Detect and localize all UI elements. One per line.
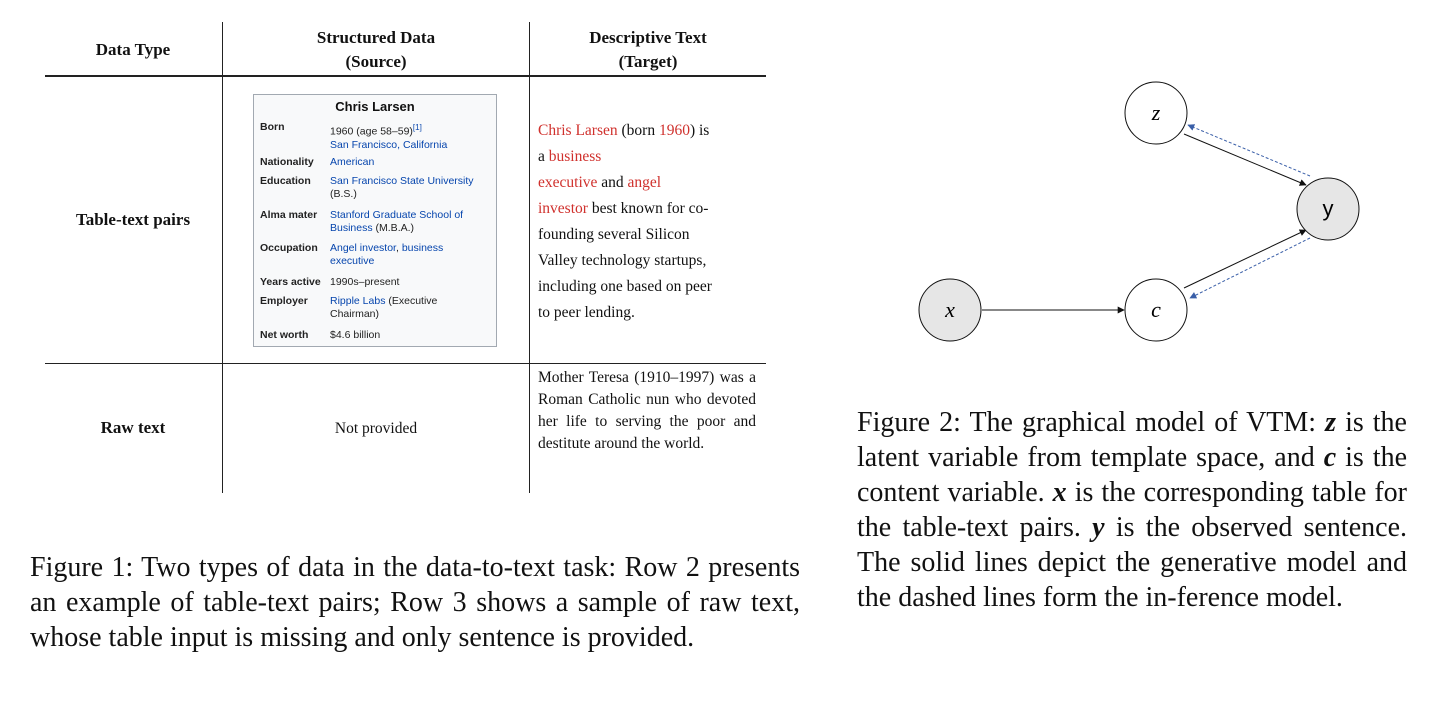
header-descriptive-line2: (Target): [618, 52, 678, 71]
wikipedia-infobox: Chris Larsen Born 1960 (age 58–59)[1] Sa…: [253, 94, 497, 347]
node-y: y: [1296, 177, 1360, 241]
header-descriptive-text: Descriptive Text (Target): [530, 26, 766, 74]
raw-text-sample: Mother Teresa (1910–1997) was a Roman Ca…: [538, 369, 756, 452]
desc-line: founding several Silicon: [538, 226, 690, 243]
header-descriptive-line1: Descriptive Text: [589, 28, 707, 47]
alma-degree: (M.B.A.): [372, 222, 415, 234]
born-value: 1960 (age 58–59): [330, 125, 413, 138]
employer-role-cont: Chairman): [330, 308, 380, 320]
desc-entity: investor: [538, 200, 588, 217]
desc-entity: Chris Larsen: [538, 122, 618, 139]
desc-text: ) is: [689, 122, 710, 139]
infobox-key: Years active: [260, 276, 321, 288]
desc-line: to peer lending.: [538, 304, 635, 321]
desc-text: and: [597, 174, 628, 191]
infobox-value: 1960 (age 58–59)[1] San Francisco, Calif…: [330, 121, 490, 152]
infobox-key: Born: [260, 121, 285, 133]
angel-investor-link[interactable]: Angel investor: [330, 242, 396, 254]
caption-var-c: c: [1323, 442, 1337, 473]
node-z: z: [1124, 81, 1188, 145]
node-x-label: x: [944, 297, 955, 322]
source-not-provided: Not provided: [334, 420, 418, 437]
caption-text: is the latent variable from template spa…: [857, 407, 1407, 473]
infobox-key: Alma mater: [260, 209, 318, 221]
caption-text: is the corresponding table for the table…: [857, 477, 1407, 543]
education-degree: (B.S.): [330, 188, 357, 200]
infobox-value: Angel investor, business executive: [330, 242, 490, 268]
node-z-label: z: [1151, 100, 1161, 125]
header-rule: [45, 75, 766, 77]
caption-text: is the content variable.: [857, 442, 1407, 508]
caption-text: Figure 2: The graphical model of VTM:: [857, 407, 1326, 438]
infobox-value: $4.6 billion: [330, 329, 381, 341]
caption-var-z: z: [1325, 407, 1337, 438]
infobox-value: Ripple Labs (Executive Chairman): [330, 295, 490, 321]
desc-text: best known for co-: [587, 200, 709, 217]
executive-link[interactable]: executive: [330, 255, 375, 267]
header-structured-line2: (Source): [345, 52, 407, 71]
birthplace-link[interactable]: San Francisco, California: [330, 138, 448, 151]
infobox-value: Stanford Graduate School of Business (M.…: [330, 209, 490, 235]
infobox-key: Occupation: [260, 242, 318, 254]
desc-entity: business: [548, 148, 602, 165]
employer-link[interactable]: Ripple Labs: [330, 295, 386, 307]
infobox-key: Education: [260, 175, 311, 187]
desc-text: a: [538, 148, 549, 165]
graphical-model-diagram: z y x c: [918, 81, 1360, 342]
alma-mater-link-cont[interactable]: Business: [330, 222, 373, 234]
edge-y-to-z-dashed: [1187, 124, 1311, 177]
header-data-type: Data Type: [95, 40, 171, 59]
business-link[interactable]: business: [401, 242, 444, 254]
edge-c-to-y: [1183, 229, 1307, 289]
caption-text: is the observed sentence. The solid line…: [857, 512, 1407, 613]
desc-line: including one based on peer: [538, 278, 712, 295]
column-divider-1: [222, 22, 223, 493]
node-c: c: [1124, 278, 1188, 342]
column-divider-2: [529, 22, 530, 493]
row-label-raw-text: Raw text: [100, 418, 166, 437]
nationality-link[interactable]: American: [330, 156, 375, 168]
desc-text: (born: [617, 122, 659, 139]
infobox-key: Employer: [260, 295, 308, 307]
row-divider: [45, 363, 766, 364]
edge-y-to-c-dashed: [1189, 237, 1311, 299]
desc-line: Valley technology startups,: [538, 252, 707, 269]
caption-var-x: x: [1052, 477, 1067, 508]
desc-line: a business: [538, 144, 763, 170]
infobox-value: 1990s–present: [330, 276, 400, 288]
desc-entity: angel: [627, 174, 662, 191]
desc-line: executive and angel: [538, 170, 763, 196]
figure1-table: Data Type Structured Data (Source) Descr…: [0, 0, 800, 500]
desc-entity: 1960: [658, 122, 690, 139]
header-structured-line1: Structured Data: [316, 28, 436, 47]
reference-link[interactable]: [1]: [412, 123, 422, 132]
comma: ,: [395, 242, 402, 254]
desc-line: Chris Larsen (born 1960) is: [538, 118, 763, 144]
employer-role: (Executive: [385, 295, 438, 307]
desc-line: investor best known for co-: [538, 196, 763, 222]
figure2-caption: Figure 2: The graphical model of VTM: z …: [857, 405, 1407, 615]
descriptive-text-table-pairs: Chris Larsen (born 1960) is a business e…: [538, 118, 763, 326]
node-c-label: c: [1151, 297, 1161, 322]
infobox-value: San Francisco State University (B.S.): [330, 175, 490, 201]
desc-entity: executive: [538, 174, 598, 191]
figure1-caption: Figure 1: Two types of data in the data-…: [30, 552, 800, 653]
infobox-title: Chris Larsen: [335, 99, 415, 114]
infobox-key: Nationality: [260, 156, 314, 168]
education-link[interactable]: San Francisco State University: [330, 175, 474, 187]
header-structured-data: Structured Data (Source): [223, 26, 529, 74]
infobox-key: Net worth: [260, 329, 309, 341]
node-y-label: y: [1323, 196, 1334, 221]
alma-mater-link[interactable]: Stanford Graduate School of: [330, 209, 464, 221]
caption-var-y: y: [1092, 512, 1105, 543]
edge-z-to-y: [1183, 133, 1307, 186]
row-label-table-text-pairs: Table-text pairs: [75, 210, 191, 229]
node-x: x: [918, 278, 982, 342]
